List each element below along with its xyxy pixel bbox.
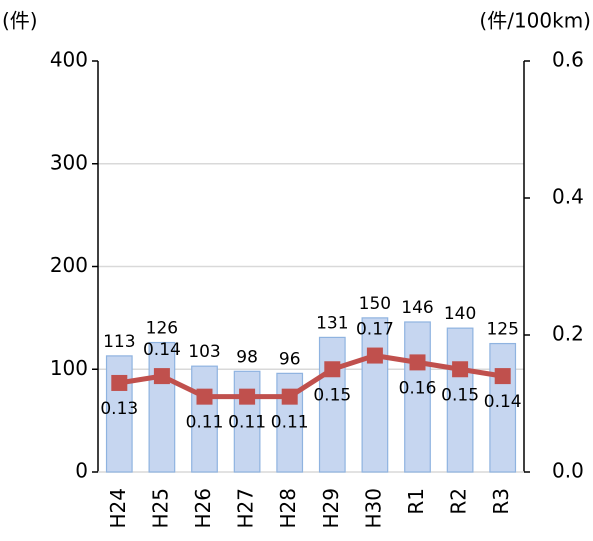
y-tick-label: 200: [50, 253, 88, 277]
line-marker: [111, 374, 128, 391]
line-marker: [494, 368, 511, 385]
line-marker: [409, 354, 426, 371]
y2-tick-label: 0.0: [552, 459, 584, 483]
line-marker: [452, 361, 469, 378]
line-data-label: 0.14: [143, 340, 181, 360]
line-data-label: 0.11: [186, 413, 224, 433]
x-tick-label: H24: [106, 488, 130, 529]
x-tick-label: H27: [234, 488, 258, 529]
x-tick-label: R2: [447, 488, 471, 515]
bar-data-label: 140: [444, 304, 476, 324]
bar-data-label: 150: [359, 294, 391, 314]
y-tick-label: 400: [50, 48, 88, 72]
bar: [361, 317, 389, 473]
x-tick-label: H25: [148, 488, 172, 529]
line-marker: [366, 347, 383, 364]
bar: [446, 327, 474, 473]
bar-data-label: 98: [236, 347, 258, 367]
bar: [318, 336, 346, 473]
x-tick-label: H28: [276, 488, 300, 529]
line-data-label: 0.11: [271, 413, 309, 433]
line-marker: [324, 361, 341, 378]
line: [118, 352, 504, 400]
x-tick-label: R1: [404, 488, 428, 515]
bar: [233, 370, 261, 473]
bar-data-label: 103: [188, 342, 220, 362]
x-tick-label: H29: [319, 488, 343, 529]
bar-data-label: 125: [486, 320, 518, 340]
line-data-label: 0.17: [356, 320, 394, 340]
bar-data-label: 131: [316, 313, 348, 333]
bar: [489, 342, 517, 473]
y-unit: (件): [2, 9, 38, 33]
bar-data-label: 96: [279, 349, 301, 369]
bar: [404, 321, 431, 473]
line-data-label: 0.13: [100, 399, 138, 419]
line-data-label: 0.14: [484, 392, 522, 412]
line-marker: [239, 388, 256, 405]
line-marker: [153, 368, 170, 385]
line-marker: [196, 388, 213, 405]
x-tick-label: H26: [191, 488, 215, 529]
y2-unit: (件/100km): [479, 9, 591, 33]
bar-data-label: 126: [146, 319, 178, 339]
y-tick-label: 300: [50, 150, 88, 174]
bar: [148, 341, 176, 473]
line-marker: [281, 388, 298, 405]
bar: [191, 365, 218, 473]
y-tick-label: 0: [75, 459, 88, 483]
line-data-label: 0.11: [228, 413, 266, 433]
x-tick-label: R3: [489, 488, 513, 515]
y2-tick-label: 0.2: [552, 322, 584, 346]
y2-tick-label: 0.6: [552, 48, 584, 72]
y-tick-label: 100: [50, 356, 88, 380]
line-data-label: 0.15: [313, 385, 351, 405]
line-data-label: 0.16: [399, 378, 437, 398]
bar-data-label: 146: [401, 298, 433, 318]
y2-tick-label: 0.4: [552, 185, 584, 209]
x-tick-label: H30: [361, 488, 385, 529]
line-data-label: 0.15: [441, 385, 479, 405]
bar-data-label: 113: [103, 332, 135, 352]
